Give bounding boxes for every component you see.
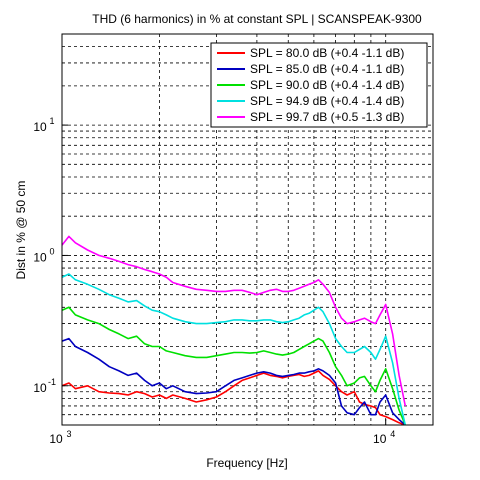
x-tick-exponent: 3 xyxy=(66,429,71,439)
series-layer xyxy=(62,235,407,425)
series-line-2 xyxy=(62,337,406,425)
axis-ticks: 10 3 10 410 -110 010 1 xyxy=(33,116,395,446)
plot-frame xyxy=(61,33,434,426)
grid xyxy=(62,34,433,425)
series-line-4 xyxy=(62,273,407,425)
series-line-1 xyxy=(62,370,406,425)
x-tick-exponent: 4 xyxy=(390,429,395,439)
series-line-3 xyxy=(62,306,407,425)
chart-title: THD (6 harmonics) in % at constant SPL |… xyxy=(92,12,422,26)
y-tick-exponent: 0 xyxy=(49,246,54,256)
y-tick-exponent: 1 xyxy=(49,116,54,126)
legend-entry: SPL = 80.0 dB (+0.4 -1.1 dB) xyxy=(250,46,404,60)
x-tick-label: 10 xyxy=(373,432,387,446)
y-tick-label: 10 xyxy=(33,250,47,264)
legend-entry: SPL = 90.0 dB (+0.4 -1.4 dB) xyxy=(250,78,404,92)
series-line-5 xyxy=(62,235,407,407)
x-axis-label: Frequency [Hz] xyxy=(206,456,287,470)
y-tick-exponent: -1 xyxy=(48,377,56,387)
y-tick-label: 10 xyxy=(33,381,47,395)
legend: SPL = 80.0 dB (+0.4 -1.1 dB) SPL = 85.0 d… xyxy=(210,42,428,128)
y-tick-label: 10 xyxy=(33,120,47,134)
legend-entry: SPL = 99.7 dB (+0.5 -1.3 dB) xyxy=(250,110,404,124)
x-tick-label: 10 xyxy=(49,432,63,446)
legend-entry: SPL = 85.0 dB (+0.4 -1.1 dB) xyxy=(250,62,404,76)
legend-entry: SPL = 94.9 dB (+0.4 -1.4 dB) xyxy=(250,94,404,108)
legend-box xyxy=(210,42,428,128)
y-axis-label: Dist in % @ 50 cm xyxy=(14,181,28,280)
